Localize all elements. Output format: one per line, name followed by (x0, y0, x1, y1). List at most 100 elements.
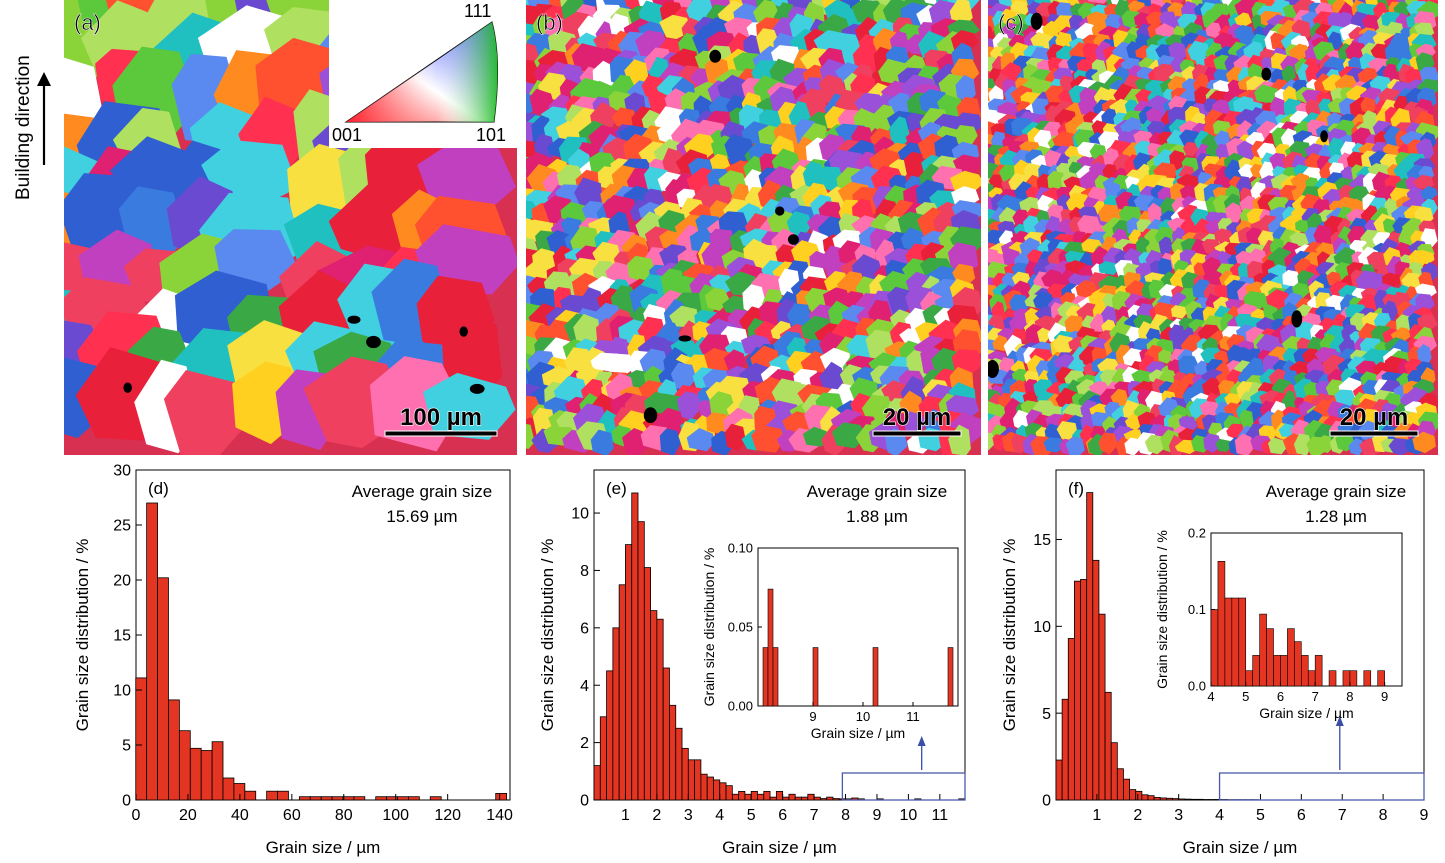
x-tick-label: 9 (1420, 807, 1429, 824)
histogram-bar (713, 779, 721, 801)
building-direction-text: Building direction (13, 55, 34, 200)
histogram-bar (146, 502, 158, 801)
histogram-bar (650, 610, 658, 801)
x-tick-label: 9 (873, 807, 882, 824)
histogram-bar (1196, 798, 1204, 801)
ebsd-map-a: (a) 100 µm 111 001 101 (64, 0, 517, 455)
histogram-bar (1287, 628, 1295, 687)
histogram-bar (1104, 691, 1112, 801)
histogram-bar (819, 798, 828, 801)
histogram-bar (769, 796, 777, 801)
y-tick-label: 25 (113, 518, 131, 535)
y-tick-label: 0 (122, 793, 131, 810)
histogram-bar (1116, 768, 1124, 801)
histogram-bar (1129, 789, 1137, 801)
histogram-f: 1 2 3 4 5 6 7 8 9 0 5 10 15 Grain size / µm Grain size… (1000, 469, 1429, 857)
histogram-bar (1190, 798, 1198, 801)
histogram-bar (1231, 597, 1240, 687)
x-axis-label: Grain size / µm (1183, 838, 1298, 857)
histogram-bar (643, 567, 651, 801)
chart-panel-label: (f) (1068, 479, 1084, 498)
histogram-bar (244, 790, 257, 801)
histogram-bar (1217, 561, 1226, 687)
plot-frame (757, 547, 959, 707)
arrow-up-icon (917, 736, 926, 770)
x-tick-label: 4 (1215, 807, 1224, 824)
histogram-bar (1184, 798, 1192, 801)
y-tick-label: 0.10 (728, 541, 753, 556)
average-grain-size-value: 15.69 µm (386, 507, 457, 526)
histogram-bar (738, 790, 746, 801)
x-tick-label: 3 (1174, 807, 1183, 824)
histogram-bar (731, 793, 740, 801)
histogram-bar (1259, 613, 1267, 687)
y-tick-label: 4 (580, 678, 589, 695)
histogram-bar (1074, 580, 1081, 801)
histogram-bar (763, 790, 771, 801)
x-tick-label: 4 (1207, 689, 1214, 704)
scale-bar (1329, 430, 1419, 437)
x-axis-label: Grain size / µm (266, 838, 381, 857)
x-tick-label: 20 (179, 807, 197, 824)
y-tick-label: 15 (1033, 532, 1051, 549)
x-tick-label: 5 (1256, 807, 1265, 824)
histogram-bar (1202, 799, 1210, 801)
histogram-bar (700, 773, 708, 801)
x-tick-label: 2 (1133, 807, 1142, 824)
histogram-bar (719, 782, 727, 801)
y-tick-label: 6 (580, 620, 589, 637)
histogram-bar (1055, 759, 1063, 801)
x-tick-label: 100 (382, 807, 409, 824)
histogram-bar (1092, 559, 1100, 801)
x-tick-label: 7 (810, 807, 819, 824)
x-tick-label: 5 (747, 807, 756, 824)
x-axis-label: Grain size / µm (1259, 705, 1353, 721)
histogram-bar (606, 670, 614, 801)
histogram-bar (772, 647, 779, 707)
histogram-bar (266, 790, 278, 801)
histogram-bar (1153, 796, 1161, 801)
histogram-bar (200, 750, 213, 801)
histogram-bar (656, 618, 664, 801)
histogram-bar (1238, 597, 1247, 687)
histogram-bar (767, 588, 774, 707)
x-tick-label: 7 (1312, 689, 1319, 704)
histogram-bar (807, 793, 815, 801)
x-tick-label: 80 (335, 807, 353, 824)
histogram-bar (1294, 641, 1302, 687)
ipf-label-111: 111 (464, 1, 491, 21)
histogram-bar (1110, 742, 1118, 801)
chart-panel-label: (e) (606, 479, 627, 498)
histogram-bar (1377, 670, 1385, 687)
histogram-bar (1141, 794, 1149, 801)
histogram-bar (233, 783, 246, 801)
histogram-bar (375, 796, 388, 801)
inset-histogram: 4 5 6 7 8 9 0.0 0.1 0.2 Grain size / µm Grain size… (1154, 526, 1403, 721)
histogram-bar (744, 793, 752, 801)
y-axis-label: Grain size distribution / % (1000, 539, 1019, 732)
histogram-bar (320, 796, 333, 801)
histogram-bar (631, 492, 639, 801)
histogram-bar (189, 747, 202, 801)
histogram-bar (1266, 628, 1274, 687)
scale-bar-label: 20 µm (1340, 404, 1409, 431)
x-tick-label: 11 (906, 709, 920, 724)
histogram-bar (788, 793, 796, 801)
inset-region-box (1218, 772, 1425, 801)
histogram-d: 0 20 40 60 80 100 120 140 0 5 10 15 20 25 30 Grain size… (73, 463, 513, 857)
scale-bar-label: 20 µm (883, 404, 952, 431)
x-tick-label: 6 (1297, 807, 1306, 824)
histogram-bar (331, 796, 344, 801)
histogram-bar (1080, 579, 1088, 801)
y-tick-label: 0.2 (1188, 526, 1206, 541)
histogram-bar (1178, 798, 1186, 801)
histogram-bar (612, 627, 620, 801)
x-tick-label: 60 (283, 807, 301, 824)
histogram-bar (1280, 655, 1288, 687)
x-tick-label: 2 (652, 807, 661, 824)
y-tick-label: 0.05 (728, 620, 753, 635)
y-tick-label: 0.0 (1188, 679, 1206, 694)
y-tick-label: 10 (1033, 619, 1051, 636)
histogram-bar (593, 765, 601, 801)
